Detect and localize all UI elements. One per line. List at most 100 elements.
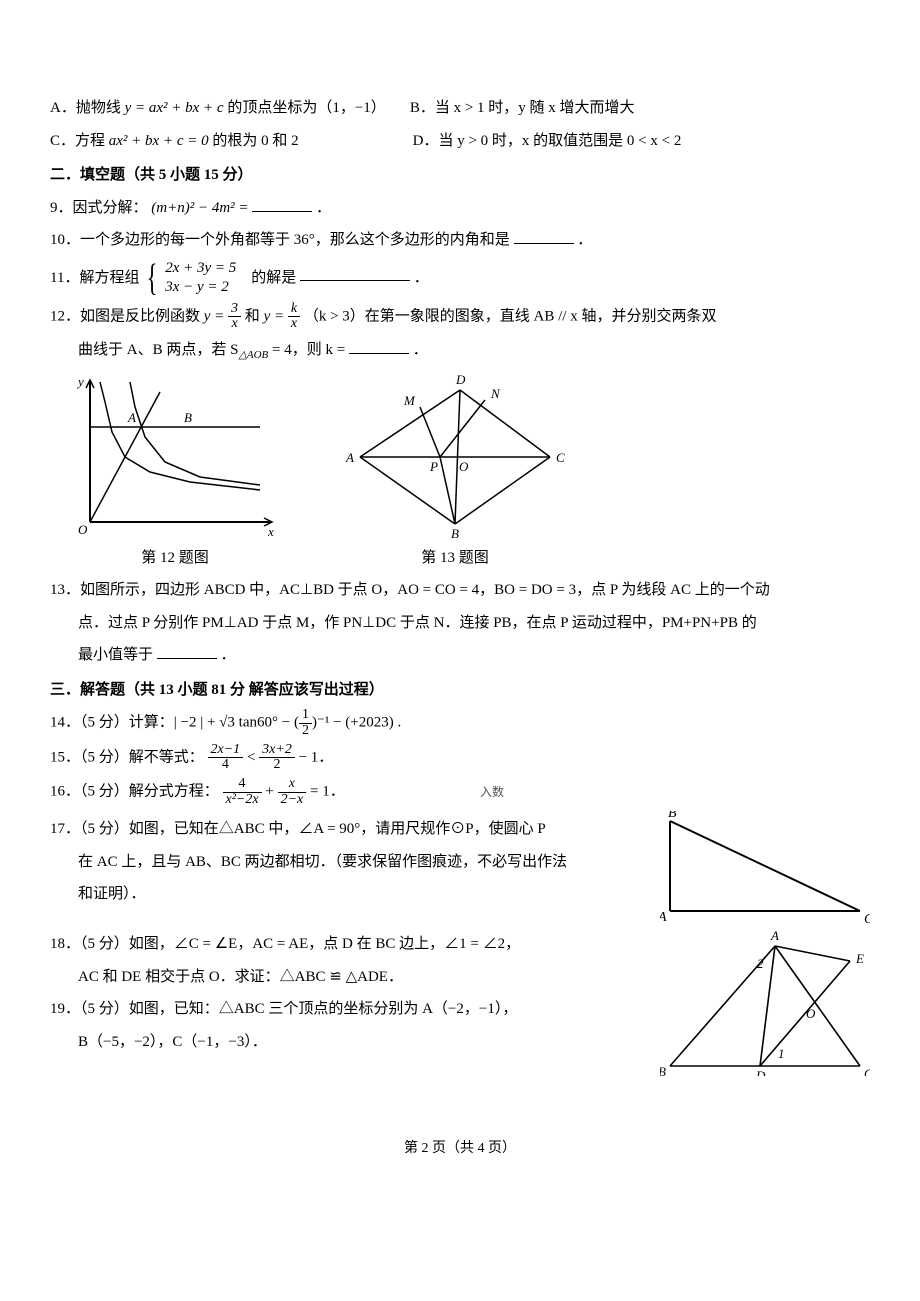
q10-blank[interactable]: [514, 228, 574, 244]
q12-cond: （k > 3）在第一象限的图象，直线 AB // x 轴，并分别交两条双: [304, 308, 717, 324]
q16: 16．（5 分）解分式方程： 4x²−2x + x2−x = 1． 入数: [50, 777, 870, 807]
svg-text:B: B: [451, 526, 459, 541]
fig12-block: yxOAB 第 12 题图: [70, 372, 280, 573]
q8-optA-pre: A．抛物线: [50, 100, 125, 116]
fig18-svg: ABCDEO12: [660, 926, 870, 1076]
q12-l2b: = 4，则 k =: [268, 342, 345, 358]
q10: 10．一个多边形的每一个外角都等于 36°，那么这个多边形的内角和是 ．: [50, 226, 870, 255]
q12-f1d: x: [228, 317, 241, 332]
page-footer: 第 2 页（共 4 页）: [50, 1136, 870, 1163]
svg-text:x: x: [267, 524, 274, 539]
q9-label: 9．因式分解：: [50, 200, 148, 216]
svg-text:D: D: [455, 372, 466, 387]
svg-text:O: O: [459, 459, 469, 474]
q15: 15．（5 分）解不等式： 2x−14 < 3x+22 − 1．: [50, 743, 870, 773]
q9-tail: ．: [316, 200, 331, 216]
q15-mid: <: [247, 749, 259, 765]
q12-sub: △AOB: [238, 349, 268, 361]
q13: 13．如图所示，四边形 ABCD 中，AC⊥BD 于点 O，AO = CO = …: [50, 576, 870, 605]
q18-wrap: ABCDEO12 18．（5 分）如图，∠C = ∠E，AC = AE，点 D …: [50, 926, 870, 1076]
q8-optC-pre: C．方程: [50, 133, 109, 149]
svg-text:M: M: [403, 393, 416, 408]
q10-text: 10．一个多边形的每一个外角都等于 36°，那么这个多边形的内角和是: [50, 232, 510, 248]
q12-mid1: 和: [245, 308, 264, 324]
q14-fn: 1: [299, 708, 312, 724]
q13-l3w: 最小值等于 ．: [50, 641, 870, 670]
svg-text:O: O: [78, 522, 88, 537]
q8-options-row2: C．方程 ax² + bx + c = 0 的根为 0 和 2 D．当 y > …: [50, 127, 870, 156]
svg-text:C: C: [556, 450, 565, 465]
fig18-block: ABCDEO12: [660, 926, 870, 1076]
svg-text:C: C: [864, 1066, 870, 1076]
q11-tail: ．: [414, 269, 429, 285]
q12-pre: 12．如图是反比例函数: [50, 308, 204, 324]
fig12-caption: 第 12 题图: [70, 544, 280, 573]
q16-ad: x²−2x: [223, 793, 262, 808]
svg-text:2: 2: [757, 956, 764, 971]
q8-optD: D．当 y > 0 时，x 的取值范围是 0 < x < 2: [413, 127, 682, 156]
q13-l2w: 点．过点 P 分别作 PM⊥AD 于点 M，作 PN⊥DC 于点 N．连接 PB…: [50, 609, 870, 638]
svg-text:B: B: [668, 811, 677, 821]
q12-f1n: 3: [228, 302, 241, 318]
svg-text:A: A: [127, 410, 136, 425]
q16-bd: 2−x: [278, 793, 307, 808]
q13-l2: 点．过点 P 分别作 PM⊥AD 于点 M，作 PN⊥DC 于点 N．连接 PB…: [78, 615, 757, 631]
q8-optC-expr: ax² + bx + c = 0: [109, 133, 209, 149]
q14-pre: 14．（5 分）计算：| −2 | + √3 tan60° − (: [50, 715, 299, 731]
svg-text:N: N: [490, 386, 501, 401]
svg-text:A: A: [770, 928, 779, 943]
q13-blank[interactable]: [157, 643, 217, 659]
q16-pre: 16．（5 分）解分式方程：: [50, 784, 219, 800]
svg-text:A: A: [660, 910, 667, 925]
q12: 12．如图是反比例函数 y = 3x 和 y = kx （k > 3）在第一象限…: [50, 302, 870, 332]
q8-optB: B．当 x > 1 时，y 随 x 增大而增大: [410, 94, 635, 123]
q16-noise: 入数: [480, 781, 504, 804]
fig13-svg: A C D B M N P O: [340, 372, 570, 542]
q12-f2d: x: [288, 317, 300, 332]
q17-wrap: BAC 17．（5 分）如图，已知在△ABC 中，∠A = 90°，请用尺规作⊙…: [50, 811, 870, 926]
q15-ln: 2x−1: [208, 743, 244, 759]
q15-pre: 15．（5 分）解不等式：: [50, 749, 204, 765]
q9: 9．因式分解： (m+n)² − 4m² = ．: [50, 194, 870, 223]
fig13-caption: 第 13 题图: [340, 544, 570, 573]
q11: 11．解方程组 { 2x + 3y = 5 3x − y = 2 的解是 ．: [50, 259, 870, 298]
svg-text:B: B: [660, 1064, 666, 1076]
figures-row: y x O A B 第 12 题图 A C D B M N P O 第 13 题图: [70, 372, 870, 573]
svg-text:A: A: [345, 450, 354, 465]
section3-title: 三．解答题（共 13 小题 81 分 解答应该写出过程）: [50, 676, 870, 705]
svg-text:1: 1: [778, 1046, 785, 1061]
q16-an: 4: [223, 777, 262, 793]
q16-post: = 1．: [310, 784, 345, 800]
q11-blank[interactable]: [300, 265, 410, 281]
q8-optA-expr: y = ax² + bx + c: [125, 100, 224, 116]
q8-optA: A．抛物线 y = ax² + bx + c 的顶点坐标为（1，−1）: [50, 94, 386, 123]
brace-icon: {: [147, 259, 158, 297]
q8-optA-post: 的顶点坐标为（1，−1）: [224, 100, 386, 116]
q12-l2a: 曲线于 A、B 两点，若 S: [78, 342, 238, 358]
q15-rn: 3x+2: [259, 743, 295, 759]
section2-title: 二．填空题（共 5 小题 15 分）: [50, 161, 870, 190]
q15-ld: 4: [208, 758, 244, 773]
q13-tail: ．: [221, 647, 236, 663]
q11-eq2: 3x − y = 2: [165, 279, 229, 295]
fig12-svg: yxOAB: [70, 372, 280, 542]
q14-fd: 2: [299, 724, 312, 739]
q13-l3: 最小值等于: [78, 647, 153, 663]
svg-text:P: P: [429, 459, 438, 474]
svg-text:C: C: [864, 912, 870, 926]
q12-f2n: k: [288, 302, 300, 318]
q16-bn: x: [278, 777, 307, 793]
svg-text:y: y: [76, 374, 84, 389]
q16-mid: +: [265, 784, 277, 800]
svg-text:O: O: [806, 1006, 816, 1021]
q9-blank[interactable]: [252, 196, 312, 212]
q12-blank[interactable]: [349, 338, 409, 354]
q11-eq1: 2x + 3y = 5: [165, 260, 236, 276]
q12-line2: 曲线于 A、B 两点，若 S△AOB = 4，则 k = ．: [50, 336, 870, 366]
fig13-block: A C D B M N P O 第 13 题图: [340, 372, 570, 573]
q8-optC-post: 的根为 0 和 2: [209, 133, 299, 149]
q14: 14．（5 分）计算：| −2 | + √3 tan60° − (12)⁻¹ −…: [50, 708, 870, 738]
q12-tail: ．: [413, 342, 428, 358]
q13-l1: 13．如图所示，四边形 ABCD 中，AC⊥BD 于点 O，AO = CO = …: [50, 582, 770, 598]
fig17-svg: B A C: [660, 811, 870, 926]
